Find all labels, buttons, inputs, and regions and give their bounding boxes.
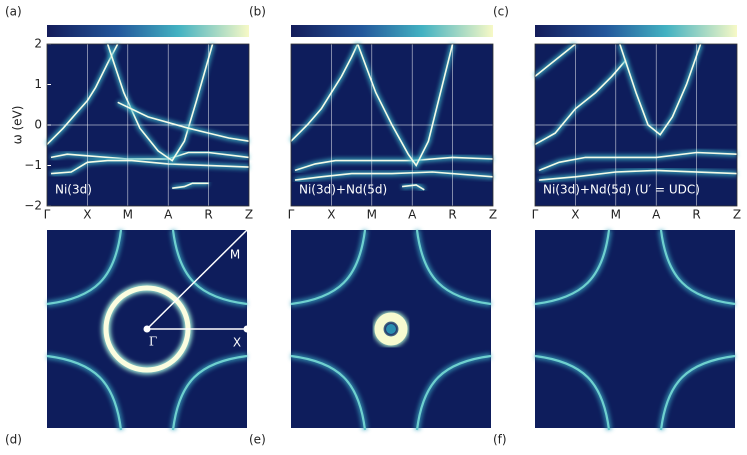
x-tick-label: R bbox=[692, 208, 700, 222]
y-tick-label: 0 bbox=[34, 118, 42, 132]
arc bbox=[534, 229, 611, 306]
frame bbox=[290, 43, 494, 207]
colorbar bbox=[535, 25, 737, 37]
arc bbox=[290, 354, 367, 431]
x-tick-label: Z bbox=[733, 208, 741, 222]
x-tick-label: X bbox=[327, 208, 335, 222]
colorbar bbox=[47, 25, 249, 37]
x-tick-label: R bbox=[204, 208, 212, 222]
arc bbox=[659, 229, 736, 306]
k-label: Γ bbox=[149, 335, 157, 349]
annotation: Ni(3d)+Nd(5d) (U′ = UDC) bbox=[543, 183, 700, 197]
panel-label: (c) bbox=[493, 5, 509, 19]
annotation: Ni(3d) bbox=[55, 183, 92, 197]
band bbox=[534, 59, 627, 146]
plot-area bbox=[535, 230, 735, 428]
arc bbox=[534, 354, 611, 431]
arc bbox=[46, 229, 123, 306]
x-dot bbox=[243, 325, 251, 333]
pocket-core bbox=[386, 324, 396, 334]
annotation: Ni(3d)+Nd(5d) bbox=[299, 183, 387, 197]
bands bbox=[45, 42, 250, 191]
band bbox=[619, 43, 702, 136]
x-tick-label: Γ bbox=[532, 208, 539, 222]
path-gm bbox=[146, 229, 248, 330]
frame bbox=[534, 43, 738, 207]
y-tick-label: 2 bbox=[34, 37, 42, 51]
k-label: M bbox=[230, 248, 240, 262]
x-tick-label: A bbox=[408, 208, 417, 222]
x-tick-label: Γ bbox=[44, 208, 51, 222]
arc bbox=[171, 354, 248, 431]
band bbox=[172, 182, 209, 189]
fermi-arcs bbox=[290, 229, 492, 431]
x-tick-label: A bbox=[652, 208, 661, 222]
x-tick-label: X bbox=[83, 208, 91, 222]
gamma-dot bbox=[143, 325, 151, 333]
panel-label: (d) bbox=[5, 433, 22, 447]
colorbar bbox=[291, 25, 493, 37]
pocket bbox=[374, 312, 408, 346]
band bbox=[402, 184, 425, 191]
y-tick-label: 1 bbox=[34, 77, 42, 91]
panel-label: (e) bbox=[249, 433, 266, 447]
x-tick-label: Z bbox=[245, 208, 253, 222]
frame bbox=[46, 43, 250, 207]
arc bbox=[46, 354, 123, 431]
panel-label: (b) bbox=[249, 5, 266, 19]
arc bbox=[415, 354, 492, 431]
y-tick-label: −2 bbox=[24, 199, 42, 213]
arc bbox=[290, 229, 367, 306]
band bbox=[106, 43, 214, 162]
k-label: X bbox=[233, 336, 241, 350]
panel-label: (f) bbox=[493, 433, 507, 447]
x-tick-label: X bbox=[571, 208, 579, 222]
panel-label: (a) bbox=[5, 5, 22, 19]
x-tick-label: A bbox=[164, 208, 173, 222]
y-axis-label: ω (eV) bbox=[11, 106, 25, 145]
fermi-arcs bbox=[46, 229, 248, 431]
x-tick-label: M bbox=[611, 208, 621, 222]
x-tick-label: R bbox=[448, 208, 456, 222]
arc bbox=[415, 229, 492, 306]
band bbox=[117, 101, 250, 142]
x-tick-label: Z bbox=[489, 208, 497, 222]
x-tick-label: M bbox=[123, 208, 133, 222]
y-tick-label: −1 bbox=[24, 158, 42, 172]
x-tick-label: Γ bbox=[288, 208, 295, 222]
x-tick-label: M bbox=[367, 208, 377, 222]
fermi-arcs bbox=[534, 229, 736, 431]
band bbox=[534, 43, 576, 78]
band bbox=[50, 151, 250, 160]
arc bbox=[659, 354, 736, 431]
